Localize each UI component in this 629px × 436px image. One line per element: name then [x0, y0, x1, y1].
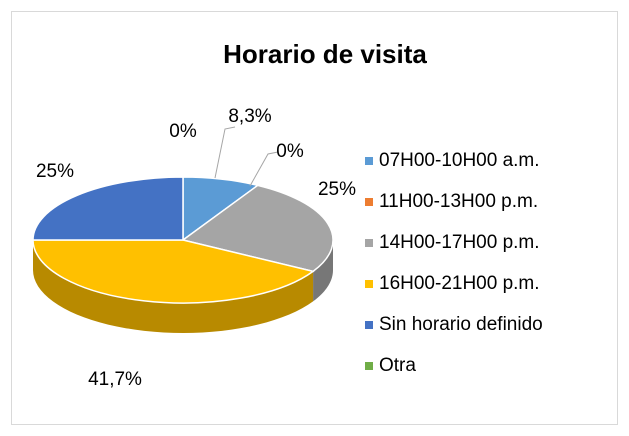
- legend-label: 14H00-17H00 p.m.: [379, 232, 540, 253]
- legend-label: 16H00-21H00 p.m.: [379, 273, 540, 294]
- slice: [181, 184, 334, 273]
- legend-swatch: [365, 362, 373, 370]
- data-label: 0%: [169, 121, 197, 142]
- data-label: 8,3%: [228, 106, 271, 127]
- legend-label: 11H00-13H00 p.m.: [379, 191, 538, 212]
- legend-label: Otra: [379, 355, 416, 376]
- legend-label: 07H00-10H00 a.m.: [379, 150, 540, 171]
- slice-side: [33, 240, 314, 333]
- leader-line: [249, 151, 279, 187]
- legend-swatch: [365, 157, 373, 165]
- slice: [32, 176, 184, 241]
- legend-swatch: [365, 198, 373, 206]
- chart-title: Horario de visita: [223, 39, 427, 69]
- data-label: 41,7%: [88, 369, 142, 390]
- legend-swatch: [365, 321, 373, 329]
- data-label: 25%: [318, 179, 356, 200]
- slice: [32, 239, 315, 304]
- legend-swatch: [365, 239, 373, 247]
- data-label: 25%: [36, 161, 74, 182]
- slice-side: [313, 240, 333, 302]
- legend-label: Sin horario definido: [379, 314, 543, 335]
- data-label: 0%: [276, 141, 304, 162]
- leader-line: [214, 126, 236, 179]
- legend-swatch: [365, 280, 373, 288]
